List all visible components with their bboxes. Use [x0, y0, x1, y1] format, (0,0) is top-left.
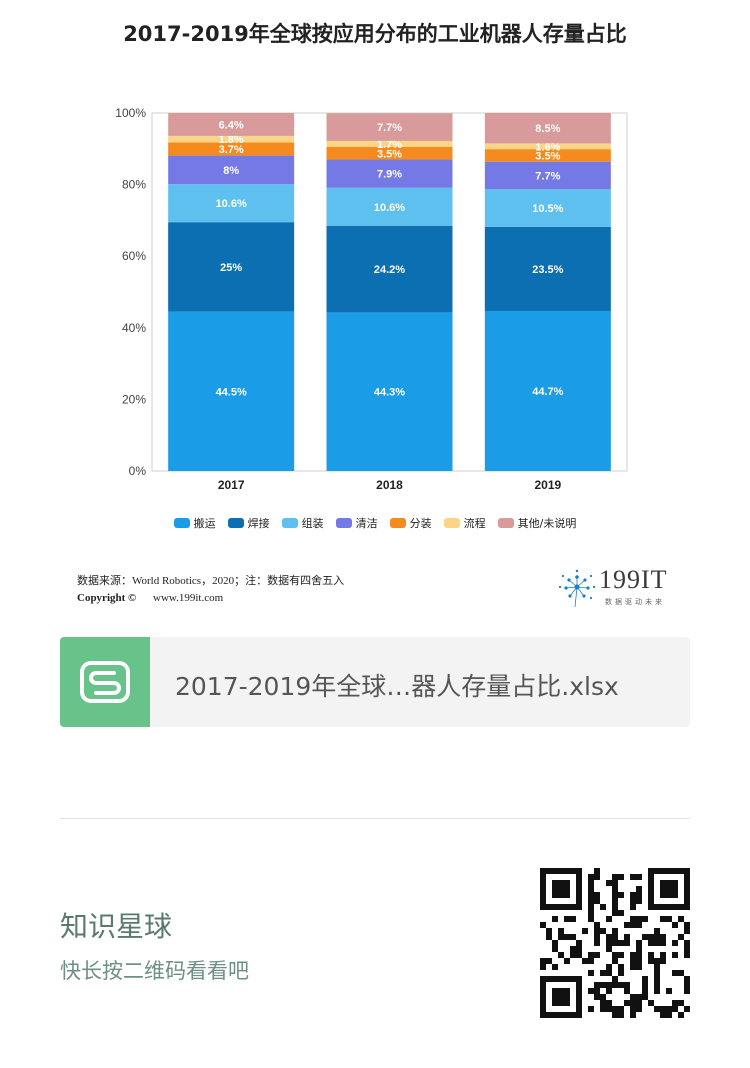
legend-swatch [389, 518, 406, 528]
bar-segment [326, 312, 453, 471]
legend-swatch [281, 518, 298, 528]
legend-label: 其他/未说明 [517, 517, 577, 530]
logo-subtitle: 数据驱动未来 [605, 598, 665, 606]
file-attachment-card[interactable]: 2017-2019年全球…器人存量占比.xlsx [60, 637, 690, 727]
x-tick-label: 2018 [376, 478, 403, 492]
bar-segment [168, 184, 295, 223]
bar-segment [168, 222, 295, 312]
dandelion-icon [558, 569, 596, 608]
data-source-note: 数据来源：World Robotics，2020；注：数据有四舍五入 [77, 575, 345, 587]
data-label: 10.6% [216, 198, 247, 210]
copyright-line: Copyright © www.199it.com [77, 592, 223, 604]
copyright-label: Copyright © [77, 592, 137, 604]
legend-swatch [335, 518, 352, 528]
data-label: 10.6% [374, 202, 405, 214]
x-tick-label: 2017 [218, 478, 245, 492]
bar-segment [326, 187, 453, 226]
bar-segment [326, 225, 453, 313]
stacked-bar-chart: 0% 20% 40% 60% 80% 100% 44.5% 25% 10.6% 8% 3.7%1.8… [115, 106, 628, 492]
bar-segment [484, 161, 611, 190]
x-tick-label: 2019 [534, 478, 561, 492]
copyright-url[interactable]: www.199it.com [153, 592, 224, 604]
legend-swatch [173, 518, 190, 528]
bar-segment [484, 226, 611, 311]
data-label: 1.6% [535, 141, 560, 153]
data-label: 8% [223, 165, 239, 177]
y-tick-label: 100% [115, 106, 146, 120]
spreadsheet-icon [60, 637, 150, 727]
legend-label: 流程 [463, 517, 486, 530]
bar-segment [326, 159, 453, 188]
chart-legend: 搬运 焊接 组装 清洁 分装 流程 其他/未说明 [0, 515, 750, 531]
data-label: 44.5% [216, 386, 247, 398]
bar-segment [168, 135, 295, 143]
bar-segment [484, 189, 611, 227]
bar-segment [484, 149, 611, 162]
logo-text: 199IT [599, 565, 668, 594]
data-label: 3.5% [377, 148, 402, 160]
bar-segment [168, 142, 295, 156]
y-tick-label: 0% [129, 464, 147, 478]
data-label: 44.3% [374, 387, 405, 399]
legend-label: 焊接 [247, 517, 270, 530]
file-name: 2017-2019年全球…器人存量占比.xlsx [175, 672, 619, 701]
legend-swatch [443, 518, 460, 528]
legend-label: 分装 [409, 517, 432, 530]
bar-segment [484, 143, 611, 150]
y-tick-label: 40% [122, 321, 146, 335]
data-label: 6.4% [219, 119, 244, 131]
legend-swatch [497, 518, 514, 528]
legend-item: 其他/未说明 [497, 515, 577, 531]
data-label: 7.9% [377, 169, 402, 181]
bar-segment [484, 310, 611, 471]
data-label: 25% [220, 262, 242, 274]
data-label: 44.7% [532, 386, 563, 398]
bar-segment [168, 155, 295, 185]
legend-item: 流程 [443, 515, 486, 531]
legend-label: 搬运 [193, 517, 216, 530]
y-tick-label: 20% [122, 392, 146, 406]
legend-item: 组装 [281, 515, 324, 531]
data-label: 24.2% [374, 264, 405, 276]
qr-code-icon[interactable] [540, 868, 690, 1018]
bar-segment [168, 113, 295, 136]
data-label: 1.8% [219, 134, 244, 146]
data-label: 7.7% [535, 170, 560, 182]
bar-segment [168, 311, 295, 471]
data-label: 3.7% [219, 144, 244, 156]
chart-title: 2017-2019年全球按应用分布的工业机器人存量占比 [123, 22, 627, 46]
data-label: 3.5% [535, 150, 560, 162]
y-tick-label: 60% [122, 249, 146, 263]
data-label: 7.7% [377, 122, 402, 134]
promo-title: 知识星球 [60, 910, 173, 943]
legend-item: 清洁 [335, 515, 378, 531]
data-label: 8.5% [535, 123, 560, 135]
legend-item: 搬运 [173, 515, 216, 531]
y-tick-label: 80% [122, 178, 146, 192]
bar-segment [326, 140, 453, 148]
bar-segment [326, 147, 453, 160]
data-label: 23.5% [532, 264, 563, 276]
brand-logo: 199IT 数据驱动未来 [555, 565, 705, 609]
legend-label: 清洁 [355, 517, 378, 530]
data-label: 1.7% [377, 139, 402, 151]
legend-item: 分装 [389, 515, 432, 531]
legend-label: 组装 [301, 517, 324, 530]
data-label: 10.5% [532, 203, 563, 215]
bar-segment [484, 113, 611, 144]
bar-segment [326, 113, 453, 141]
legend-item: 焊接 [227, 515, 270, 531]
legend-swatch [227, 518, 244, 528]
promo-subtitle: 快长按二维码看看吧 [60, 959, 249, 983]
divider [60, 818, 690, 819]
